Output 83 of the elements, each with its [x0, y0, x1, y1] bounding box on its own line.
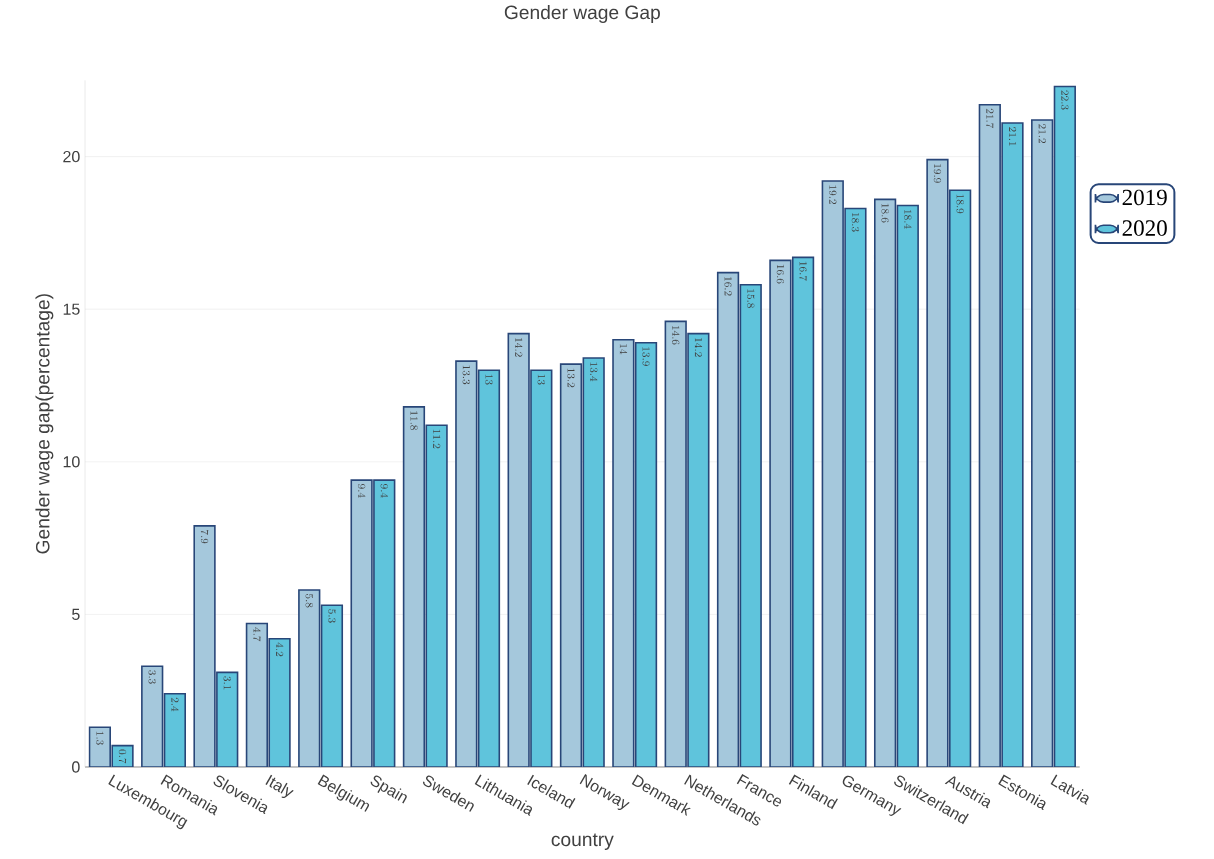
- bar: [245, 622, 269, 767]
- data-label: 19.9: [933, 164, 942, 183]
- data-label: 9.4: [357, 484, 366, 498]
- data-label: 13.9: [642, 347, 650, 366]
- y-tick-label: 15: [63, 303, 80, 315]
- data-label: 5.8: [305, 594, 313, 608]
- data-label: 18.4: [904, 209, 912, 229]
- data-label: 21 .7: [986, 108, 994, 129]
- data-label: 14.6: [672, 325, 680, 345]
- bar: [455, 360, 478, 767]
- data-label: 11 .8: [410, 411, 418, 430]
- y-axis-title: Gender wage gap(percentage): [35, 294, 54, 554]
- data-label: 18.3: [851, 212, 860, 232]
- data-label: 11 .2: [433, 429, 441, 449]
- data-label: 13.4: [590, 362, 598, 382]
- data-label: 22.3: [1061, 90, 1069, 110]
- bar: [1031, 119, 1054, 767]
- bar: [739, 283, 762, 767]
- data-label: 0.7: [118, 749, 127, 764]
- bar: [926, 158, 949, 767]
- data-label: 16.2: [724, 277, 732, 296]
- legend-label: 2019: [1122, 189, 1167, 206]
- bar: [216, 671, 239, 767]
- bar: [350, 479, 373, 767]
- data-label: 14.2: [515, 338, 523, 357]
- data-label: 9.4: [380, 484, 389, 498]
- bar: [402, 406, 426, 767]
- bar: [559, 363, 583, 767]
- bar: [193, 525, 216, 767]
- bar: [530, 369, 553, 767]
- bar: [896, 204, 919, 767]
- legend-label: 2020: [1122, 220, 1167, 236]
- x-tick-label: Italy: [265, 774, 294, 799]
- data-label: 13: [485, 374, 493, 385]
- bar: [844, 207, 867, 767]
- data-label: 13.3: [462, 365, 470, 385]
- bar: [507, 332, 530, 767]
- x-axis-title: country: [551, 833, 614, 850]
- bar: [664, 320, 687, 767]
- bar: [791, 256, 815, 767]
- bar: [634, 341, 658, 767]
- bar: [320, 604, 344, 767]
- y-tick-label: 0: [72, 761, 80, 773]
- bar: [612, 338, 635, 767]
- data-label: 18.9: [956, 194, 964, 214]
- data-label: 5.3: [328, 609, 336, 623]
- data-label: 18.6: [881, 203, 889, 223]
- bar: [716, 271, 740, 767]
- data-label: 16.7: [799, 261, 807, 281]
- data-label: 3. 1: [223, 676, 231, 690]
- bar: [687, 332, 710, 767]
- data-label: 4.2: [276, 642, 284, 657]
- bar: [373, 479, 396, 767]
- data-label: 13: [537, 374, 545, 385]
- data-label: 21 .2: [1038, 124, 1046, 144]
- data-label: 14.2: [694, 338, 703, 357]
- bar: [821, 180, 844, 767]
- data-label: 3.3: [148, 670, 156, 684]
- data-label: 16.6: [776, 264, 785, 284]
- data-label: 14: [619, 344, 628, 355]
- bar: [769, 259, 792, 767]
- bar: [268, 638, 291, 767]
- bar: [1053, 85, 1076, 767]
- data-label: 7.9: [200, 529, 209, 544]
- data-label: 1 .3: [96, 731, 104, 745]
- data-label: 15.8: [747, 289, 755, 308]
- y-tick-label: 10: [63, 456, 80, 468]
- data-label: 2.4: [171, 697, 179, 712]
- bar: [298, 589, 321, 767]
- data-label: 19.2: [829, 185, 837, 205]
- y-tick-label: 20: [63, 150, 80, 163]
- bar: [873, 198, 897, 767]
- bar: [978, 103, 1001, 767]
- y-tick-label: 5: [72, 608, 80, 620]
- chart-title: Gender wage Gap: [504, 5, 660, 23]
- data-label: 4.7: [253, 627, 261, 642]
- bar: [1001, 122, 1024, 767]
- bar: [477, 369, 501, 767]
- bar: [948, 189, 972, 767]
- bar: [425, 424, 448, 767]
- data-label: 13.2: [567, 368, 575, 388]
- data-label: 21 . 1: [1009, 127, 1017, 146]
- bar: [582, 357, 605, 767]
